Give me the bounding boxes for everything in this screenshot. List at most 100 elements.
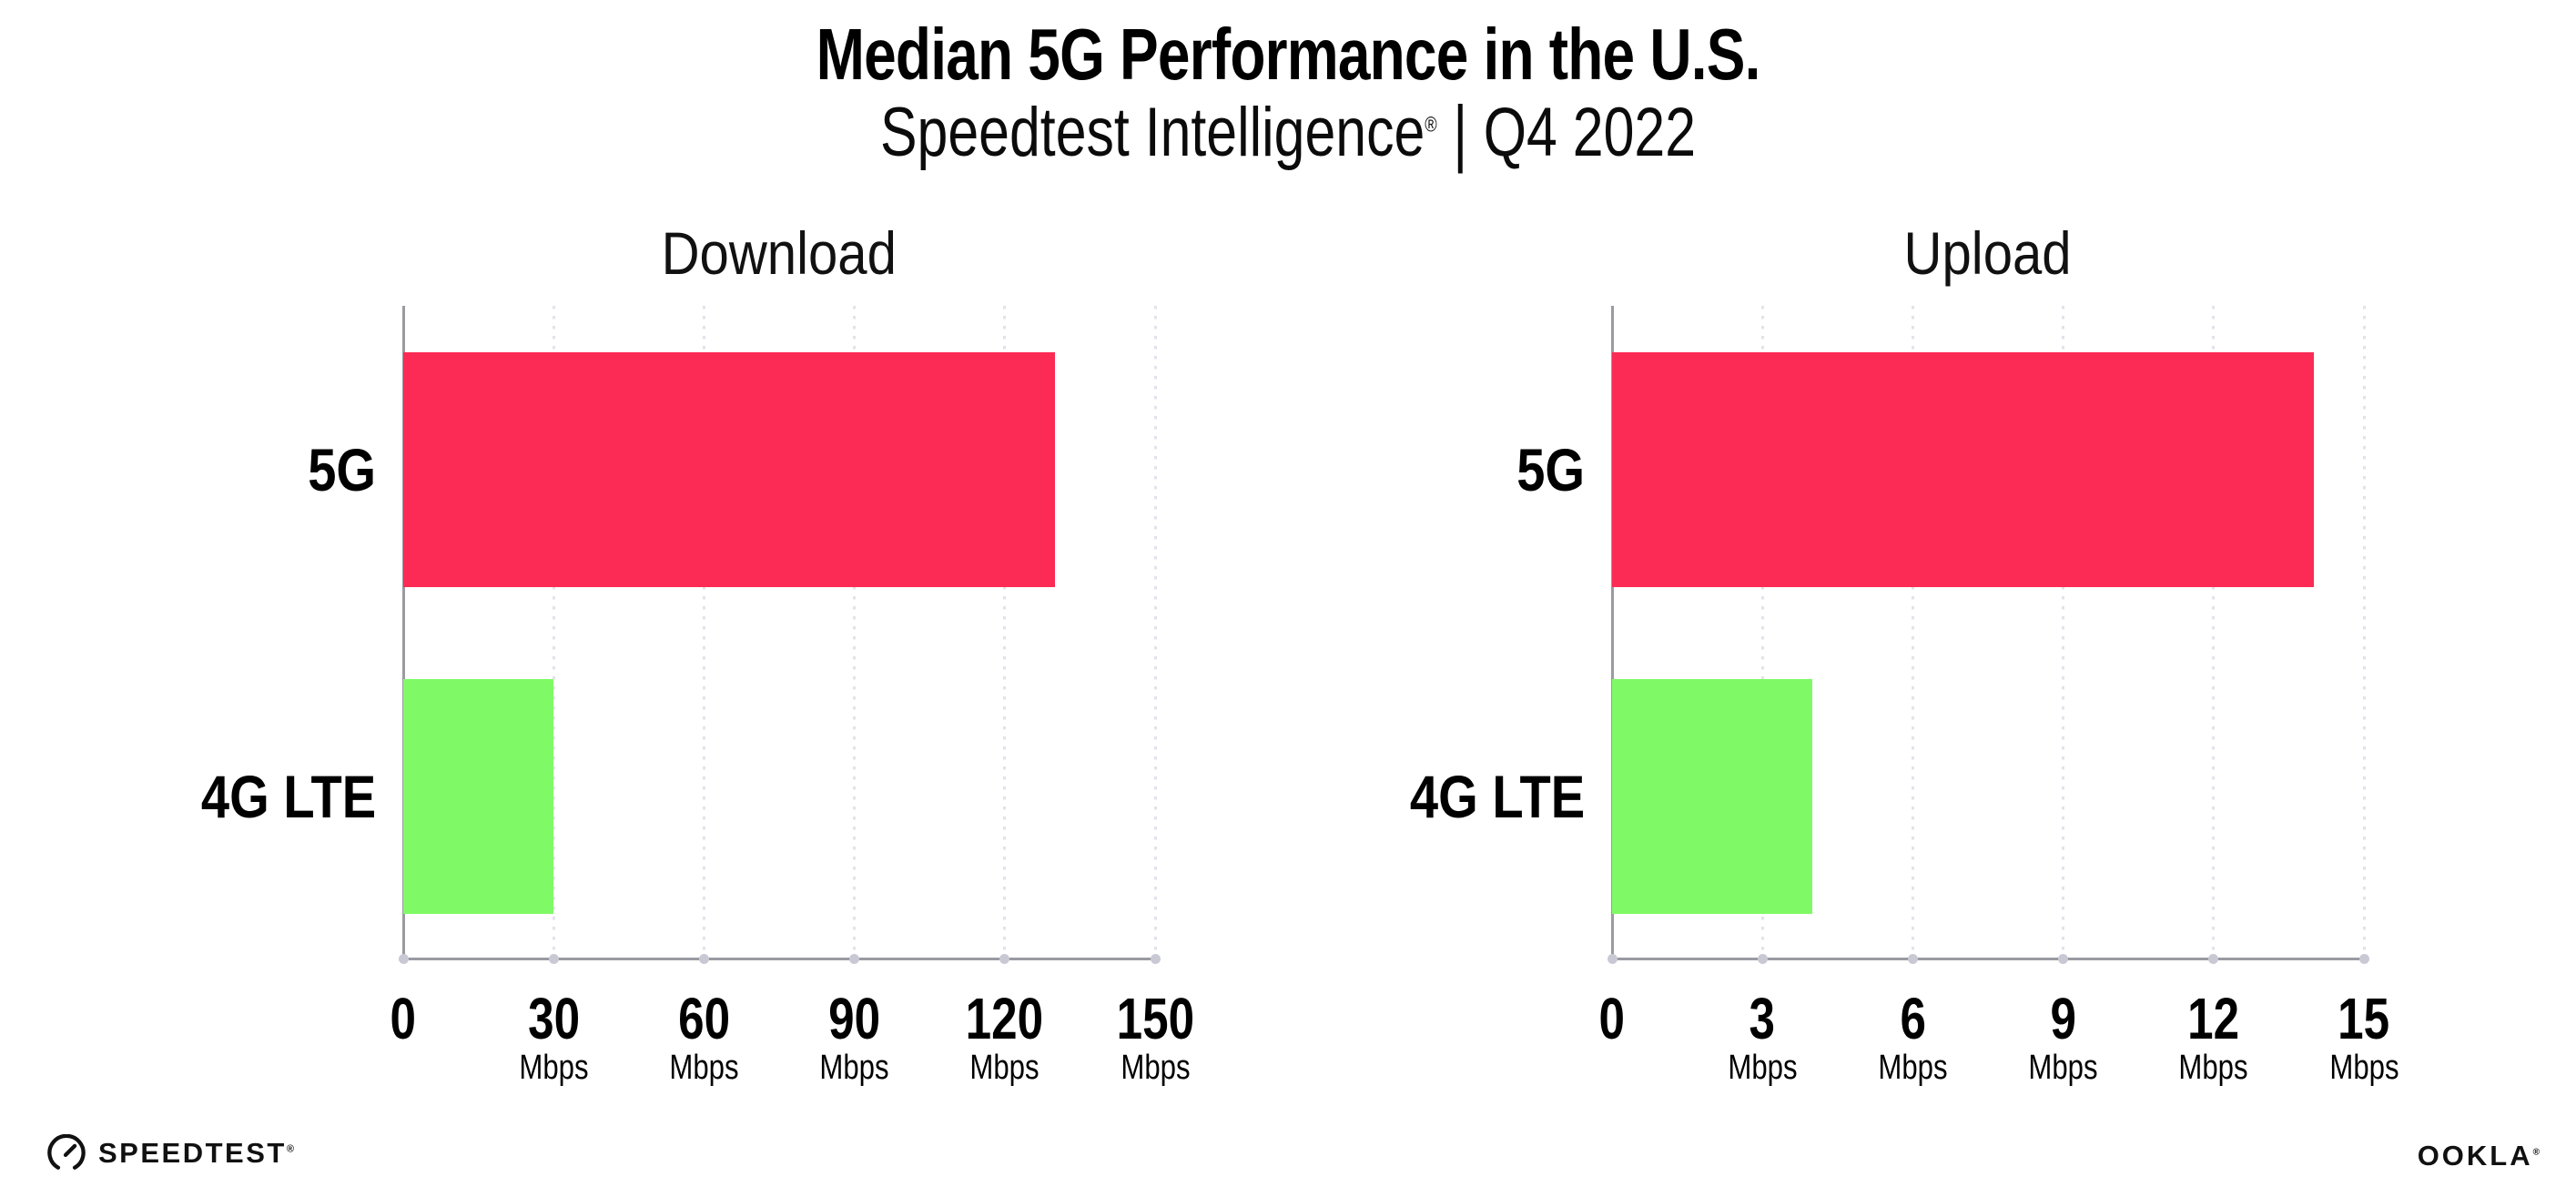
x-tick-unit-text: Mbps <box>1728 1049 1798 1087</box>
x-tick-unit-text: Mbps <box>1120 1049 1191 1087</box>
page-title: Median 5G Performance in the U.S. <box>0 13 2576 96</box>
category-label-text: 4G LTE <box>200 763 376 830</box>
x-tick-unit-text: Mbps <box>2028 1049 2098 1087</box>
x-tick-unit-label: Mbps <box>2300 1049 2428 1088</box>
x-axis-line <box>1610 957 2366 960</box>
bar-4g-lte <box>1612 679 1813 914</box>
x-tick-label: 15 <box>2300 985 2428 1052</box>
category-label-text: 4G LTE <box>1409 763 1585 830</box>
gridline <box>2062 306 2065 959</box>
tick-dot <box>1907 953 1918 964</box>
bar-5g <box>1612 352 2314 587</box>
bar-5g <box>403 352 1055 587</box>
x-tick-value: 120 <box>966 986 1044 1051</box>
ookla-wordmark: OOKLA <box>2417 1140 2533 1172</box>
tick-dot <box>2208 953 2219 964</box>
x-tick-label: 0 <box>340 985 467 1052</box>
chart-title-text: Upload <box>1903 219 2073 287</box>
gridline <box>702 306 705 959</box>
category-label-text: 5G <box>308 436 376 503</box>
speedtest-trademark: ® <box>286 1143 294 1155</box>
tick-dot <box>398 953 409 964</box>
x-tick-label: 0 <box>1548 985 1676 1052</box>
chart-title-text: Download <box>661 219 898 287</box>
x-tick-unit-label: Mbps <box>941 1049 1069 1088</box>
x-tick-unit-label: Mbps <box>2150 1049 2277 1088</box>
x-tick-unit-label: Mbps <box>1849 1049 1976 1088</box>
x-tick-value: 12 <box>2187 986 2240 1051</box>
gridline <box>1911 306 1914 959</box>
tick-dot <box>1607 953 1618 964</box>
x-tick-unit-text: Mbps <box>1878 1049 1948 1087</box>
chart-title-download: Download <box>403 218 1155 288</box>
gridline <box>2362 306 2366 959</box>
category-label-5g: 5G <box>1202 435 1585 504</box>
x-tick-label: 90 <box>791 985 918 1052</box>
y-axis-line <box>1610 306 1614 960</box>
tick-dot <box>999 953 1010 964</box>
x-tick-value: 0 <box>1598 986 1626 1051</box>
x-tick-label: 12 <box>2150 985 2277 1052</box>
x-tick-value: 60 <box>677 986 730 1051</box>
tick-dot <box>1150 953 1161 964</box>
gridline <box>552 306 555 959</box>
speedtest-gauge-icon <box>47 1134 86 1170</box>
x-tick-unit-label: Mbps <box>791 1049 918 1088</box>
x-tick-value: 3 <box>1749 986 1776 1051</box>
x-tick-value: 150 <box>1116 986 1194 1051</box>
x-tick-unit-text: Mbps <box>669 1049 739 1087</box>
x-tick-label: 9 <box>2000 985 2127 1052</box>
x-tick-unit-text: Mbps <box>819 1049 889 1087</box>
category-label-4g-lte: 4G LTE <box>1202 762 1585 831</box>
x-tick-label: 60 <box>640 985 767 1052</box>
category-label-5g: 5G <box>0 435 376 504</box>
x-tick-unit-label: Mbps <box>2000 1049 2127 1088</box>
tick-dot <box>1757 953 1768 964</box>
tick-dot <box>548 953 559 964</box>
x-tick-label: 30 <box>490 985 617 1052</box>
page-title-text: Median 5G Performance in the U.S. <box>816 14 1761 95</box>
tick-dot <box>2058 953 2069 964</box>
category-label-text: 5G <box>1516 436 1585 503</box>
x-tick-unit-text: Mbps <box>519 1049 589 1087</box>
subtitle: Speedtest Intelligence® | Q4 2022 <box>0 91 2576 175</box>
gridline <box>2212 306 2216 959</box>
x-tick-label: 120 <box>941 985 1069 1052</box>
gridline <box>1003 306 1007 959</box>
x-tick-unit-text: Mbps <box>969 1049 1040 1087</box>
x-tick-value: 15 <box>2338 986 2390 1051</box>
registered-mark: ® <box>1425 112 1437 137</box>
x-tick-value: 0 <box>390 986 417 1051</box>
x-tick-label: 3 <box>1699 985 1826 1052</box>
gridline <box>1760 306 1764 959</box>
ookla-trademark: ® <box>2532 1147 2540 1158</box>
x-tick-unit-label: Mbps <box>490 1049 617 1088</box>
x-axis-line <box>401 957 1157 960</box>
gridline <box>853 306 857 959</box>
x-tick-unit-text: Mbps <box>2328 1049 2399 1087</box>
tick-dot <box>2358 953 2369 964</box>
x-tick-unit-text: Mbps <box>2178 1049 2248 1087</box>
tick-dot <box>698 953 709 964</box>
x-tick-value: 9 <box>2050 986 2076 1051</box>
tick-dot <box>849 953 860 964</box>
subtitle-period: Q4 2022 <box>1483 94 1696 171</box>
ookla-logo: OOKLA® <box>2418 1140 2540 1172</box>
category-label-4g-lte: 4G LTE <box>0 762 376 831</box>
y-axis-line <box>401 306 405 960</box>
x-tick-label: 6 <box>1849 985 1976 1052</box>
chart-title-upload: Upload <box>1612 218 2364 288</box>
subtitle-separator: | <box>1453 90 1468 175</box>
x-tick-value: 90 <box>828 986 881 1051</box>
x-tick-unit-label: Mbps <box>640 1049 767 1088</box>
x-tick-value: 30 <box>527 986 580 1051</box>
x-tick-unit-label: Mbps <box>1091 1049 1219 1088</box>
speedtest-logo: SPEEDTEST® <box>47 1134 294 1172</box>
gridline <box>1153 306 1157 959</box>
subtitle-brand: Speedtest Intelligence <box>879 94 1425 171</box>
speedtest-wordmark: SPEEDTEST® <box>98 1137 294 1169</box>
x-tick-value: 6 <box>1900 986 1926 1051</box>
x-tick-label: 150 <box>1091 985 1219 1052</box>
